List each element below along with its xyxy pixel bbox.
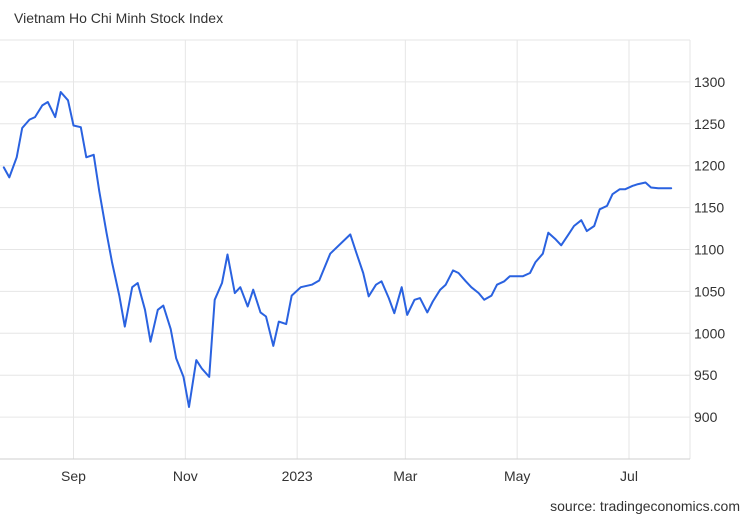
x-axis-ticks: Sep Nov 2023 Mar May Jul (61, 468, 638, 484)
x-tick-label: Sep (61, 468, 86, 484)
x-tick-label: 2023 (282, 468, 313, 484)
y-tick-label: 1300 (694, 74, 725, 90)
y-tick-label: 1200 (694, 158, 725, 174)
chart-title: Vietnam Ho Chi Minh Stock Index (14, 10, 224, 26)
y-tick-label: 1050 (694, 283, 725, 299)
source-credit: source: tradingeconomics.com (550, 498, 740, 514)
x-tick-label: Jul (620, 468, 638, 484)
x-tick-label: Nov (173, 468, 198, 484)
y-axis-ticks: 900 950 1000 1050 1100 1150 1200 1250 1300 (694, 74, 725, 425)
y-tick-label: 1250 (694, 116, 725, 132)
y-tick-label: 900 (694, 409, 718, 425)
y-tick-label: 1150 (694, 200, 724, 216)
y-tick-label: 950 (694, 367, 718, 383)
y-tick-label: 1100 (694, 242, 724, 258)
series-line (2, 91, 673, 408)
x-tick-label: Mar (393, 468, 417, 484)
grid-lines (0, 39, 691, 459)
y-tick-label: 1000 (694, 325, 725, 341)
x-tick-label: May (504, 468, 530, 484)
